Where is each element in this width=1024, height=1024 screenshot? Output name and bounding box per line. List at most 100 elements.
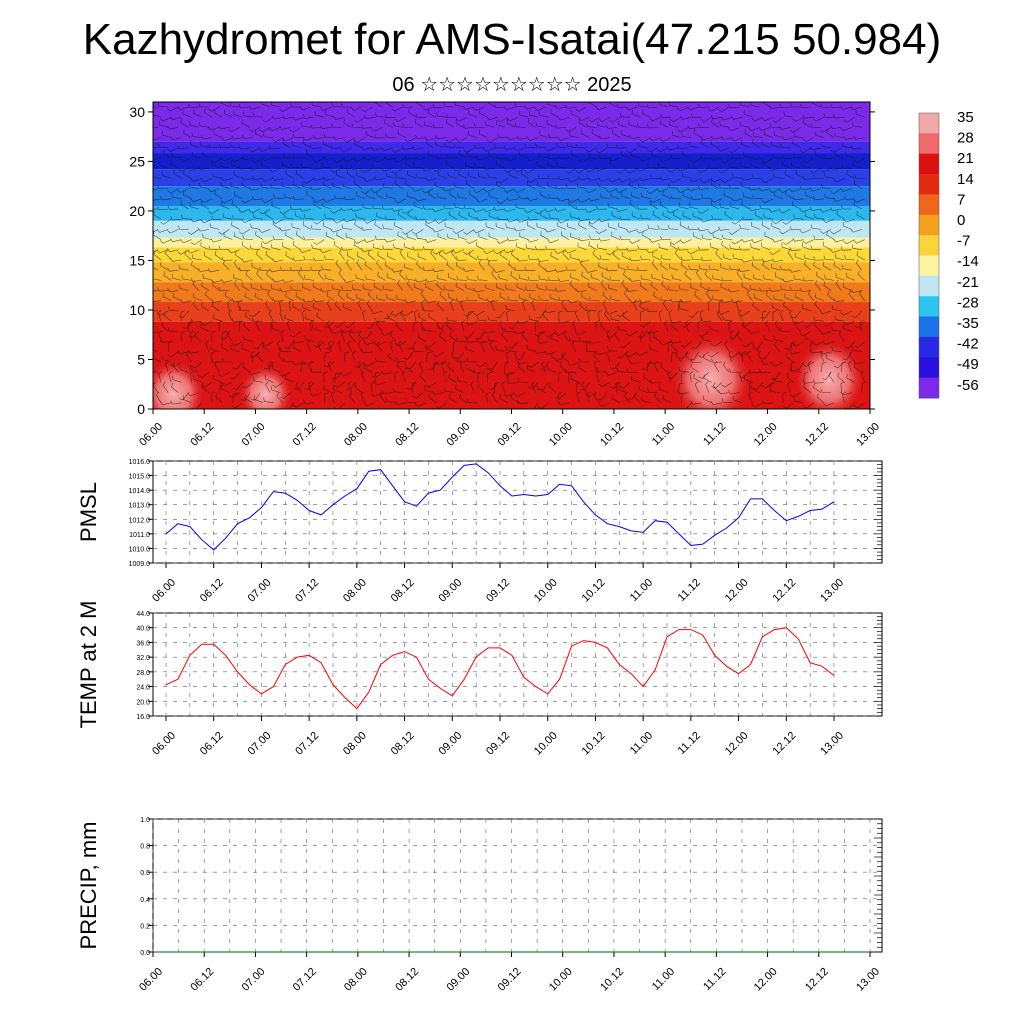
wind-barb [328, 340, 332, 352]
wind-barb [513, 147, 526, 151]
wind-barb [322, 221, 332, 230]
wind-barb [376, 341, 383, 352]
wind-barb [822, 241, 832, 251]
wind-barb [790, 366, 801, 373]
wind-barb [843, 135, 855, 140]
wind-barb [211, 281, 220, 291]
wind-barb [744, 129, 753, 138]
wind-barb [652, 210, 661, 220]
wind-barb [402, 103, 414, 108]
wind-barb [466, 275, 478, 281]
wind-barb [332, 182, 342, 189]
wind-barb [524, 167, 536, 174]
wind-barb [183, 395, 192, 404]
x-tick-label: 08.12 [393, 966, 421, 994]
wind-barb [772, 116, 784, 123]
wind-barb [160, 196, 172, 201]
wind-barb [724, 340, 730, 352]
wind-barb [456, 297, 468, 302]
wind-barb [353, 241, 363, 251]
wind-barb [789, 188, 801, 193]
wind-barb [731, 115, 743, 120]
wind-barb [323, 133, 335, 138]
wind-barb [748, 207, 760, 211]
warm-core [793, 339, 865, 409]
wind-barb [182, 321, 192, 329]
wind-barb [242, 111, 253, 118]
wind-barb [468, 110, 478, 118]
wind-barb [611, 394, 621, 404]
wind-barb [234, 250, 243, 261]
wind-barb [279, 106, 291, 112]
wind-barb [639, 302, 648, 312]
wind-barb [527, 118, 536, 128]
wind-barb [618, 263, 628, 271]
wind-barb [404, 299, 417, 304]
wind-barb [606, 350, 611, 363]
wind-barb [606, 267, 618, 272]
wind-barb [680, 298, 692, 303]
wind-barb [599, 193, 610, 200]
wind-barb [198, 103, 210, 108]
wind-barb [306, 340, 312, 352]
wind-barb [698, 264, 709, 271]
wind-barb [656, 147, 669, 153]
wind-barb [531, 381, 536, 393]
wind-barb [333, 382, 345, 388]
wind-barb [570, 374, 580, 383]
wind-barb [386, 273, 396, 281]
wind-barb [459, 299, 465, 312]
wind-barb [269, 127, 281, 132]
wind-barb [163, 149, 172, 159]
wind-barb [167, 147, 179, 153]
wind-barb [626, 147, 638, 154]
x-tick-label: 09.12 [484, 577, 512, 605]
wind-barb [540, 231, 549, 240]
wind-barb [738, 310, 743, 322]
wind-barb [803, 383, 811, 393]
wind-barb [508, 321, 519, 329]
wind-barb [464, 161, 475, 169]
wind-barb [407, 171, 417, 179]
wind-barb [467, 152, 478, 159]
wind-barb [331, 284, 342, 291]
wind-barb [721, 178, 733, 184]
wind-barb [823, 320, 835, 327]
wind-barb [215, 392, 223, 404]
wind-barb [387, 313, 396, 322]
wind-barb [153, 300, 162, 302]
wind-barb [671, 131, 682, 138]
wind-barb [361, 106, 373, 113]
wind-barb [487, 336, 498, 342]
wind-barb [592, 249, 600, 261]
wind-barb [685, 351, 692, 363]
wind-barb [311, 244, 322, 251]
wind-barb [190, 140, 199, 149]
wind-barb [813, 174, 824, 179]
wind-barb [556, 162, 567, 169]
wind-barb [534, 331, 546, 337]
wind-barb [802, 277, 814, 282]
wind-barb [362, 284, 373, 291]
wind-barb [534, 106, 546, 112]
wind-barb [200, 320, 213, 326]
wind-barb [295, 169, 304, 179]
wind-barb [156, 391, 162, 403]
wind-barb [337, 290, 345, 301]
wind-barb [540, 211, 549, 220]
wind-barb [170, 257, 182, 262]
wind-barb [771, 141, 781, 149]
wind-barb [207, 126, 220, 131]
wind-barb [452, 229, 465, 234]
wind-barb [157, 143, 169, 149]
wind-barb [330, 144, 342, 149]
wind-barb [802, 361, 814, 367]
colorbar-segment [919, 133, 939, 155]
wind-barb [569, 253, 580, 261]
wind-barb [602, 299, 608, 312]
wind-barb [646, 104, 658, 109]
wind-barb [750, 243, 760, 251]
wind-barb [697, 246, 709, 251]
wind-barb [789, 225, 801, 231]
wind-barb [813, 261, 822, 271]
